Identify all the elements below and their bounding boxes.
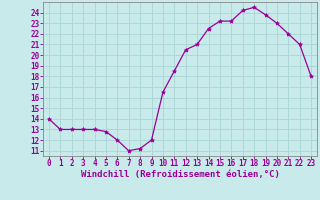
X-axis label: Windchill (Refroidissement éolien,°C): Windchill (Refroidissement éolien,°C)	[81, 170, 279, 179]
